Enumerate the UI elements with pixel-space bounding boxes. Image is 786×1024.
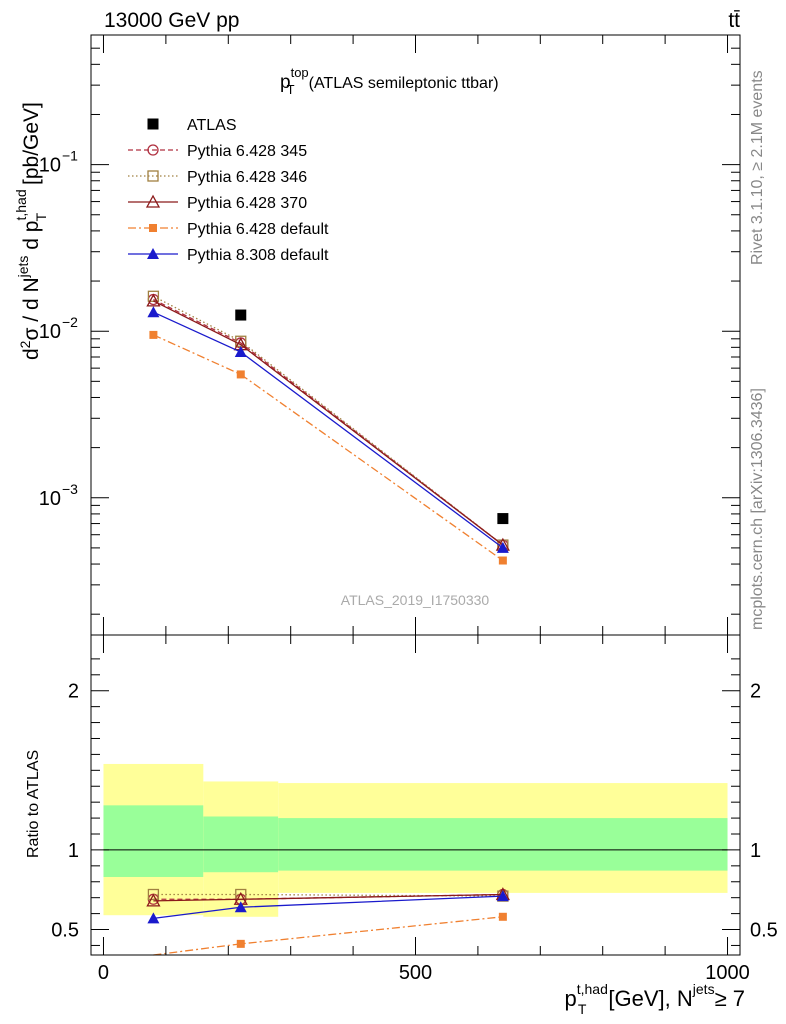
legend-label: Pythia 6.428 370: [187, 195, 307, 212]
series-line-2: [153, 300, 504, 546]
x-tick-label: 1000: [705, 962, 750, 984]
series-point-3: [236, 370, 245, 379]
series-point-3: [149, 330, 158, 339]
uncertainty-bands: [103, 763, 728, 917]
series-line-0: [153, 298, 504, 546]
ratio-y-tick-label: 2: [68, 681, 79, 703]
legend-marker: [149, 224, 157, 232]
legend-marker: [147, 248, 159, 259]
legend-label: ATLAS: [187, 117, 237, 134]
series-point-4: [496, 541, 509, 553]
main-y-tick-labels: 10−110−210−3: [39, 148, 78, 510]
main-axis-ticks: [91, 35, 740, 635]
y-tick-label-exponent: −1: [62, 148, 78, 164]
legend-label: Pythia 6.428 default: [187, 221, 329, 238]
main-series: [146, 290, 510, 565]
legend-marker: [147, 170, 159, 182]
x-tick-label: 500: [399, 962, 432, 984]
chart-title: ptop T (ATLAS semileptonic ttbar): [280, 65, 499, 97]
ratio-point-4: [147, 912, 160, 924]
ratio-axis-ticks: [91, 635, 740, 955]
ratio-line-1: [153, 893, 503, 897]
y-tick-label: 10: [39, 488, 61, 510]
ratio-point-3: [236, 939, 245, 948]
ratio-panel: 0.5 0.5 1 1 2 2 0 500 1000 Ratio to ATLAS pt,had…: [25, 634, 778, 1017]
legend-label: Pythia 8.308 default: [187, 247, 329, 264]
header-process: tt̄: [728, 9, 740, 32]
main-panel: 10−110−210−3 ptop T (ATLAS semileptonic tt…: [13, 34, 741, 636]
series-line-1: [153, 295, 504, 546]
y-tick-label: 10: [39, 321, 61, 343]
legend-marker: [145, 194, 161, 208]
ratio-y-tick-label: 1: [68, 840, 79, 862]
legend-marker: [147, 118, 159, 130]
ratio-point-2: [146, 893, 161, 907]
ratio-y-tick-label: 0.5: [51, 920, 79, 942]
ratio-point-4: [496, 890, 509, 902]
band-stat: [103, 805, 204, 877]
ratio-y-tick-label-right: 1: [750, 840, 761, 862]
band-stat: [203, 816, 279, 873]
series-point-2: [146, 293, 161, 307]
ratio-point-3: [498, 912, 507, 921]
ratio-y-tick-label-right: 2: [750, 681, 761, 703]
ratio-line-3: [153, 916, 503, 956]
series-line-4: [153, 311, 504, 549]
y-tick-label-exponent: −3: [62, 481, 78, 497]
main-y-axis-label: d2σ / d Njets d pt,had T [pb/GeV]: [13, 102, 49, 360]
ratio-y-tick-label-right: 0.5: [750, 920, 778, 942]
series-point-4: [234, 346, 247, 358]
ratio-line-2: [153, 893, 503, 902]
legend: ATLAS Pythia 6.428 345 Pythia 6.428 346 Pyt…: [128, 117, 329, 264]
y-tick-label-exponent: −2: [62, 314, 78, 330]
x-axis-label: pt,had T [GeV], Njets≥ 7: [564, 981, 745, 1017]
analysis-watermark: ATLAS_2019_I1750330: [341, 592, 490, 608]
legend-label: Pythia 6.428 345: [187, 143, 307, 160]
ratio-point-1: [147, 888, 160, 901]
mcplots-label: mcplots.cern.ch [arXiv:1306.3436]: [749, 388, 766, 630]
ratio-point-4: [234, 901, 247, 913]
band-stat: [278, 818, 728, 871]
series-point-3: [498, 556, 507, 565]
legend-marker: [147, 144, 159, 156]
atlas-data-point: [497, 513, 509, 525]
header-energy: 13000 GeV pp: [104, 9, 239, 32]
y-tick-label: 10: [39, 155, 61, 177]
rivet-label: Rivet 3.1.10, ≥ 2.1M events: [749, 70, 766, 265]
series-point-4: [147, 306, 160, 318]
atlas-data-points: [235, 309, 509, 525]
ratio-tick-labels: 0.5 0.5 1 1 2 2 0 500 1000: [51, 681, 778, 984]
ratio-y-axis-label: Ratio to ATLAS: [25, 750, 42, 858]
legend-label: Pythia 6.428 346: [187, 169, 307, 186]
ratio-series: [146, 887, 510, 956]
series-line-3: [153, 334, 504, 562]
x-tick-label: 0: [98, 962, 109, 984]
atlas-data-point: [235, 309, 247, 321]
